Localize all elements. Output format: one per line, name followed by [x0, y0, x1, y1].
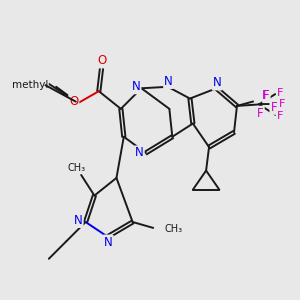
Text: N: N: [213, 76, 221, 89]
Text: N: N: [74, 214, 82, 227]
Text: F: F: [263, 89, 270, 102]
Text: CH₃: CH₃: [164, 224, 182, 234]
Text: O: O: [69, 95, 79, 108]
Text: F: F: [270, 101, 277, 114]
Text: F: F: [277, 111, 284, 121]
Text: N: N: [164, 75, 173, 88]
Text: N: N: [135, 146, 144, 159]
Text: N: N: [132, 80, 140, 93]
Text: O: O: [97, 54, 106, 68]
Text: F: F: [277, 88, 284, 98]
Text: F: F: [257, 107, 264, 120]
Text: F: F: [262, 89, 268, 102]
Text: CH₃: CH₃: [68, 163, 86, 172]
Text: methyl: methyl: [12, 80, 48, 90]
Text: F: F: [279, 99, 285, 110]
Text: N: N: [104, 236, 112, 248]
